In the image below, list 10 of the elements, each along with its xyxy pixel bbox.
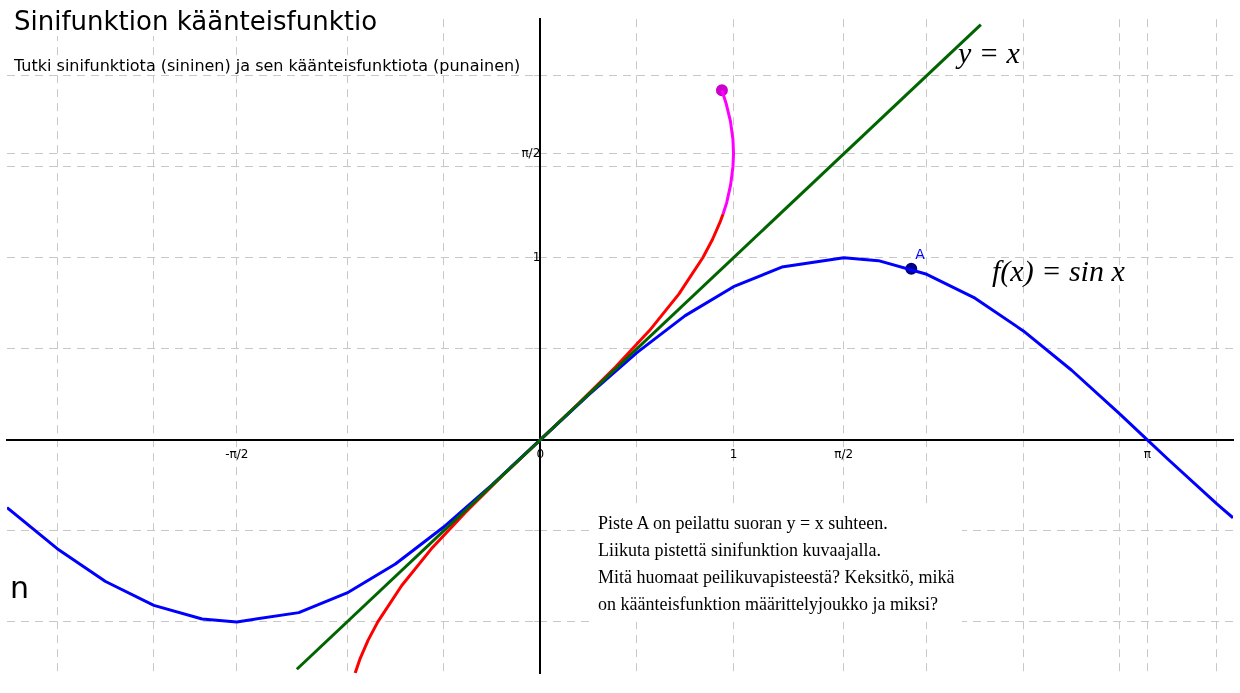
annotation: Piste A on peilattu suoran y = x suhteen. Liikuta pistettä sinifunktion kuvaajalla. Mitä huomaat peilikuvapisteestä? Keksitkö, mikä on käänteisfunktion määrittelyjoukko ja miksi? [590, 506, 963, 622]
x-tick-label: π/2 [834, 447, 854, 462]
annotation: n [10, 570, 30, 605]
x-tick-label: -π/2 [225, 447, 249, 462]
chart-title: Sinifunktion käänteisfunktio [14, 6, 378, 36]
x-tick-label: π [1143, 447, 1151, 462]
annotation: A [915, 246, 926, 263]
text: Tutki sinifunktiota (sininen) ja sen käänteisfunktiota (punainen) [14, 56, 521, 75]
annotation: f(x) = sin x [992, 254, 1125, 288]
x-tick-label: 1 [729, 447, 738, 462]
